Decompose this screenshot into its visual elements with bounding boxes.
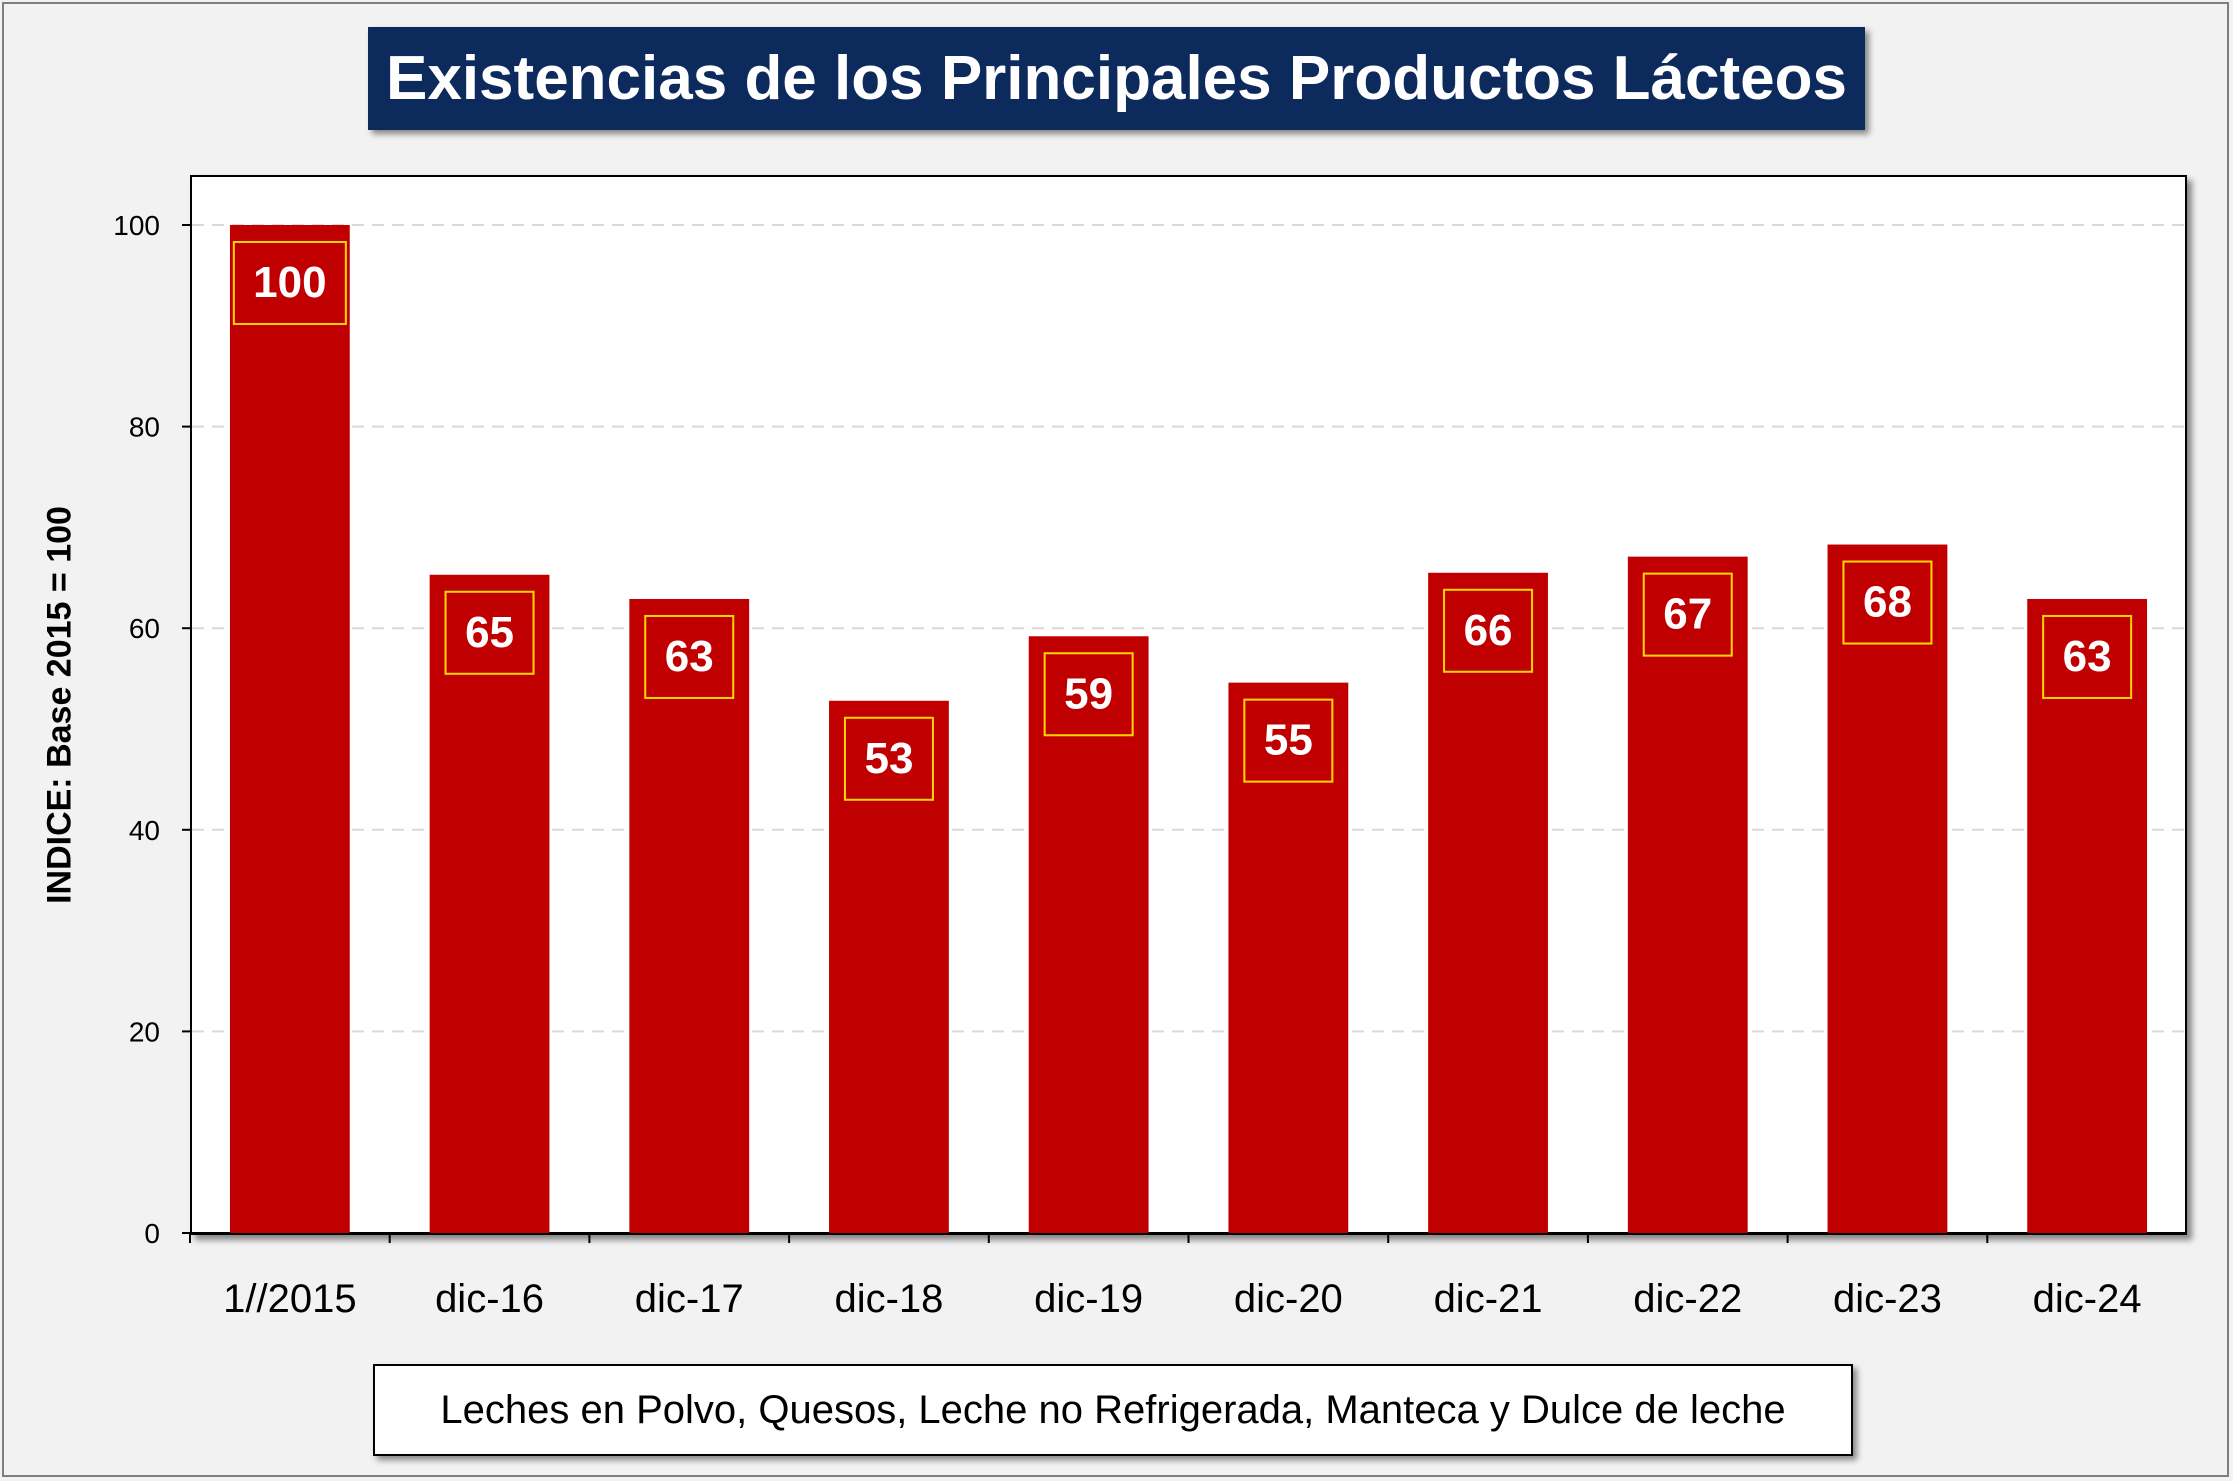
data-label-box-5 bbox=[1243, 698, 1334, 783]
chart-title: Existencias de los Principales Productos… bbox=[386, 44, 1847, 113]
bar-8 bbox=[1827, 544, 1948, 1233]
x-tick-label-1: dic-16 bbox=[435, 1277, 544, 1321]
data-label-1: 65 bbox=[465, 608, 514, 657]
bar-4 bbox=[1028, 636, 1149, 1233]
data-label-8: 68 bbox=[1863, 578, 1912, 627]
bar-0 bbox=[229, 225, 350, 1233]
data-label-box-4 bbox=[1043, 652, 1134, 737]
data-label-box-7 bbox=[1642, 572, 1733, 657]
x-tick-label-4: dic-19 bbox=[1034, 1277, 1143, 1321]
data-label-box-1 bbox=[444, 590, 535, 675]
x-tick-label-7: dic-22 bbox=[1633, 1277, 1742, 1321]
bar-5 bbox=[1228, 682, 1349, 1233]
data-label-box-9 bbox=[2042, 614, 2133, 699]
bar-1 bbox=[429, 574, 550, 1233]
data-label-box-2 bbox=[644, 614, 735, 699]
data-label-box-3 bbox=[843, 716, 934, 801]
data-label-4: 59 bbox=[1064, 669, 1113, 718]
data-label-5: 55 bbox=[1264, 716, 1313, 765]
bar-7 bbox=[1627, 556, 1748, 1233]
y-tick-label-40: 40 bbox=[129, 815, 160, 846]
x-tick-label-9: dic-24 bbox=[2033, 1277, 2142, 1321]
x-tick-label-6: dic-21 bbox=[1434, 1277, 1543, 1321]
data-label-9: 63 bbox=[2063, 632, 2112, 681]
x-tick-label-5: dic-20 bbox=[1234, 1277, 1343, 1321]
data-label-0: 100 bbox=[253, 258, 326, 307]
x-tick-label-3: dic-18 bbox=[834, 1277, 943, 1321]
chart-title-box: Existencias de los Principales Productos… bbox=[368, 27, 1865, 130]
y-tick-label-20: 20 bbox=[129, 1016, 160, 1047]
bar-9 bbox=[2027, 598, 2148, 1233]
data-label-box-8 bbox=[1842, 560, 1933, 645]
data-label-box-6 bbox=[1443, 588, 1534, 673]
x-tick-label-2: dic-17 bbox=[635, 1277, 744, 1321]
y-tick-label-60: 60 bbox=[129, 613, 160, 644]
y-tick-label-80: 80 bbox=[129, 412, 160, 443]
y-tick-label-0: 0 bbox=[144, 1218, 160, 1249]
bar-3 bbox=[829, 700, 949, 1233]
data-label-2: 63 bbox=[665, 632, 714, 681]
bar-2 bbox=[629, 598, 750, 1233]
x-tick-label-0: 1//2015 bbox=[223, 1277, 356, 1321]
data-label-6: 66 bbox=[1464, 606, 1513, 655]
data-label-box-0 bbox=[232, 241, 347, 325]
x-tick-label-8: dic-23 bbox=[1833, 1277, 1942, 1321]
legend-series-label: Leches en Polvo, Quesos, Leche no Refrig… bbox=[440, 1387, 1786, 1432]
y-tick-label-100: 100 bbox=[113, 210, 160, 241]
data-label-3: 53 bbox=[864, 734, 913, 783]
bar-6 bbox=[1428, 572, 1548, 1233]
data-label-7: 67 bbox=[1663, 590, 1712, 639]
legend: Leches en Polvo, Quesos, Leche no Refrig… bbox=[373, 1364, 1853, 1456]
